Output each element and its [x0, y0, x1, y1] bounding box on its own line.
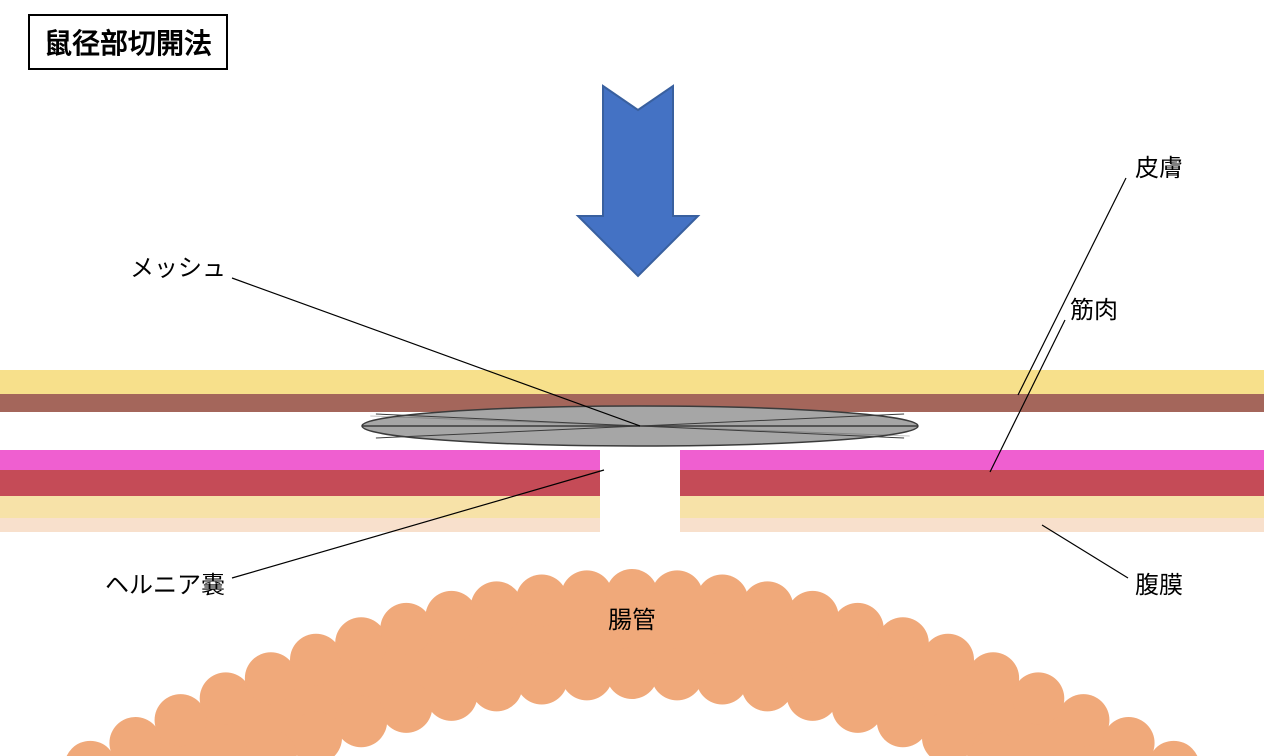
label-hernia-sac: ヘルニア嚢: [105, 565, 225, 600]
label-intestine: 腸管: [608, 600, 656, 635]
label-muscle: 筋肉: [1070, 290, 1118, 325]
label-mesh: メッシュ: [130, 248, 226, 283]
label-skin: 皮膚: [1135, 148, 1183, 183]
diagram-title: 鼠径部切開法: [28, 14, 228, 70]
layer-skin-outer: [0, 370, 1264, 394]
layer-skin-shadow: [0, 394, 1264, 412]
approach-arrow-icon: [578, 86, 698, 276]
hernia-defect-gap: [600, 440, 680, 532]
label-peritoneum: 腹膜: [1135, 565, 1183, 600]
